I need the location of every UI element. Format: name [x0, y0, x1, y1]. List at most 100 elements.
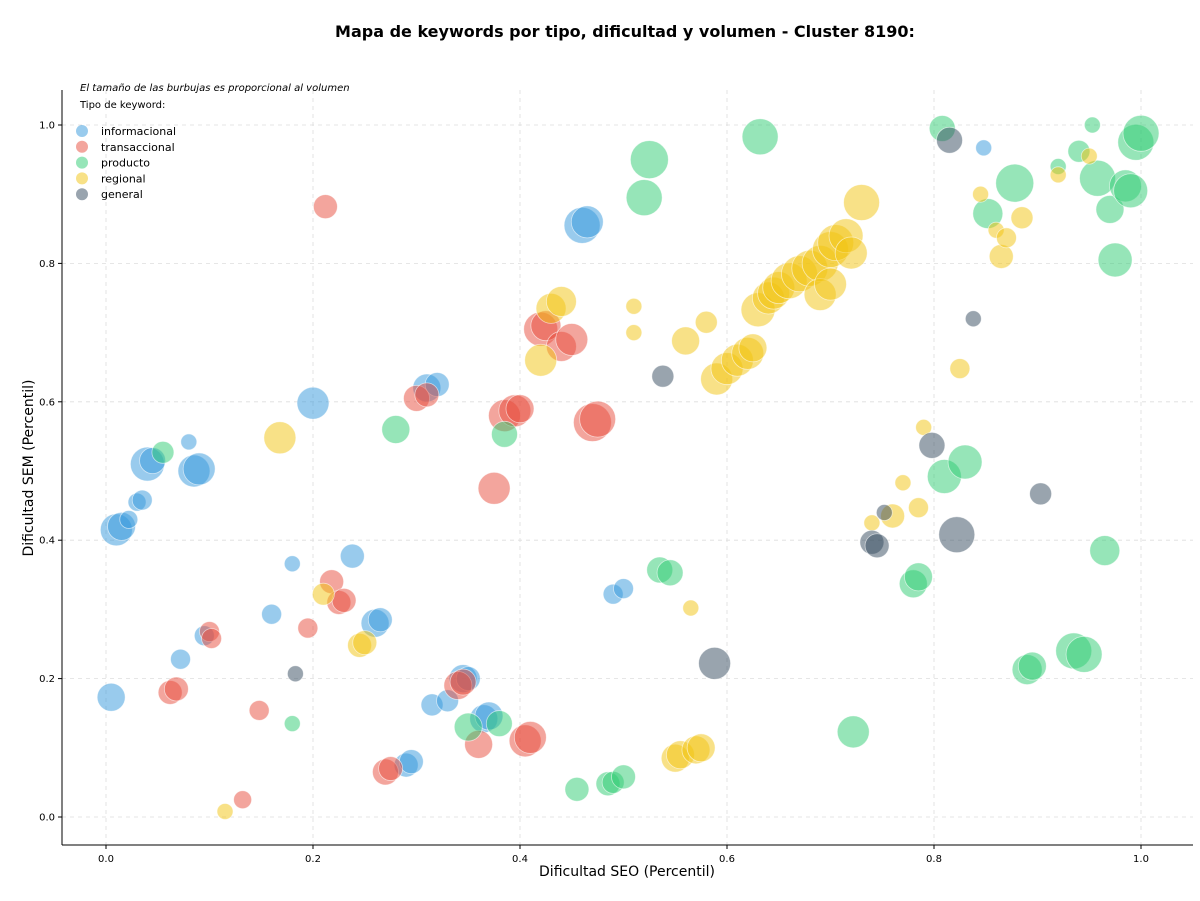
- bubble-producto: [485, 710, 513, 737]
- bubble-producto: [564, 776, 590, 802]
- bubble-regional: [843, 184, 880, 221]
- bubble-informacional: [975, 139, 993, 157]
- x-tick-label: 0.8: [926, 854, 942, 865]
- legend-item-producto: producto: [76, 156, 150, 170]
- bubble-regional: [1049, 166, 1067, 184]
- bubble-regional: [263, 421, 297, 455]
- bubble-producto: [625, 179, 663, 217]
- bubble-producto: [904, 562, 933, 592]
- bubble-regional: [814, 267, 847, 301]
- bubble-informacional: [613, 578, 634, 600]
- bubble-regional: [524, 343, 558, 377]
- bubble-general: [938, 516, 976, 554]
- bubble-regional: [894, 474, 912, 492]
- bubble-producto: [947, 444, 983, 480]
- bubble-producto: [972, 198, 1004, 229]
- bubble-informacional: [182, 452, 216, 486]
- bubble-regional: [1010, 206, 1034, 230]
- legend-item-general: general: [76, 188, 143, 201]
- legend: informacional transaccional producto region…: [76, 125, 176, 201]
- bubble-informacional: [367, 607, 393, 633]
- bubble-regional: [908, 497, 929, 519]
- legend-item-regional: regional: [76, 172, 146, 185]
- bubble-producto: [995, 163, 1035, 203]
- bubble-transaccional: [414, 382, 440, 408]
- bubble-informacional: [96, 682, 126, 712]
- y-tick-label: 1.0: [39, 121, 55, 132]
- legend-title: Tipo de keyword:: [79, 100, 165, 111]
- size-note: El tamaño de las burbujas es proporciona…: [80, 83, 350, 94]
- bubble-transaccional: [331, 588, 357, 613]
- bubble-informacional: [296, 386, 330, 420]
- x-tick-label: 0.4: [512, 854, 528, 865]
- bubble-general: [918, 431, 946, 459]
- bubble-regional: [686, 733, 716, 763]
- legend-marker: [76, 172, 88, 185]
- bubble-transaccional: [555, 323, 589, 356]
- bubble-general: [287, 665, 304, 683]
- bubble-informacional: [283, 555, 301, 573]
- bubble-producto: [1097, 242, 1133, 278]
- legend-item-informacional: informacional: [76, 125, 176, 138]
- bubble-regional: [671, 326, 700, 356]
- bubble-producto: [491, 420, 518, 448]
- bubble-regional: [682, 599, 700, 617]
- bubble-producto: [741, 118, 779, 156]
- bubble-producto: [283, 715, 301, 732]
- bubble-informacional: [261, 603, 283, 625]
- bubble-transaccional: [477, 471, 511, 505]
- bubble-regional: [1080, 147, 1098, 165]
- y-axis-label: Dificultad SEM (Percentil): [21, 380, 37, 557]
- bubble-producto: [1095, 195, 1125, 224]
- series-general: [287, 126, 1053, 683]
- bubble-regional: [996, 227, 1017, 249]
- x-tick-label: 0.2: [305, 854, 321, 865]
- legend-marker: [76, 156, 88, 169]
- bubble-producto: [1122, 114, 1160, 152]
- axes: [61, 90, 1193, 846]
- bubble-general: [1029, 482, 1053, 506]
- bubble-regional: [834, 236, 868, 270]
- series-regional: [216, 147, 1098, 820]
- bubble-regional: [694, 310, 718, 334]
- bubble-regional: [988, 244, 1014, 269]
- bubble-producto: [1089, 535, 1121, 566]
- bubble-transaccional: [248, 700, 270, 721]
- bubble-general: [936, 126, 963, 154]
- bubble-regional: [625, 297, 643, 315]
- ticks: 0.0 0.2 0.4 0.6 0.8 1.0 0.0 0.2 0.4 0.6 0.8 1.0: [39, 121, 1149, 866]
- bubble-producto: [656, 559, 684, 587]
- bubble-producto: [453, 712, 483, 742]
- x-tick-label: 1.0: [1133, 854, 1149, 865]
- bubble-regional: [972, 185, 989, 203]
- bubble-general: [698, 646, 731, 680]
- bubble-producto: [381, 415, 411, 444]
- series-transaccional: [157, 194, 617, 810]
- x-tick-label: 0.6: [719, 854, 735, 865]
- y-tick-label: 0.6: [39, 397, 55, 408]
- bubble-general: [864, 533, 890, 559]
- legend-label: regional: [101, 172, 146, 185]
- bubble-general: [651, 364, 675, 388]
- legend-label: transaccional: [101, 141, 175, 154]
- bubble-producto: [151, 440, 175, 464]
- bubble-regional: [216, 803, 234, 820]
- x-axis-label: Dificultad SEO (Percentil): [539, 864, 715, 880]
- bubble-regional: [546, 286, 577, 317]
- legend-label: producto: [101, 157, 150, 170]
- bubble-regional: [625, 324, 643, 342]
- y-tick-label: 0.4: [39, 536, 55, 547]
- legend-marker: [76, 188, 88, 201]
- legend-label: informacional: [101, 125, 176, 138]
- bubble-informacional: [170, 648, 191, 670]
- y-tick-label: 0.2: [39, 674, 55, 685]
- y-tick-label: 0.8: [39, 259, 55, 270]
- legend-marker: [76, 140, 88, 153]
- bubble-transaccional: [163, 676, 189, 702]
- legend-item-transaccional: transaccional: [76, 140, 175, 154]
- bubble-transaccional: [378, 756, 404, 781]
- bubble-transaccional: [233, 790, 253, 810]
- bubble-informacional: [570, 205, 604, 239]
- bubble-transaccional: [201, 628, 222, 649]
